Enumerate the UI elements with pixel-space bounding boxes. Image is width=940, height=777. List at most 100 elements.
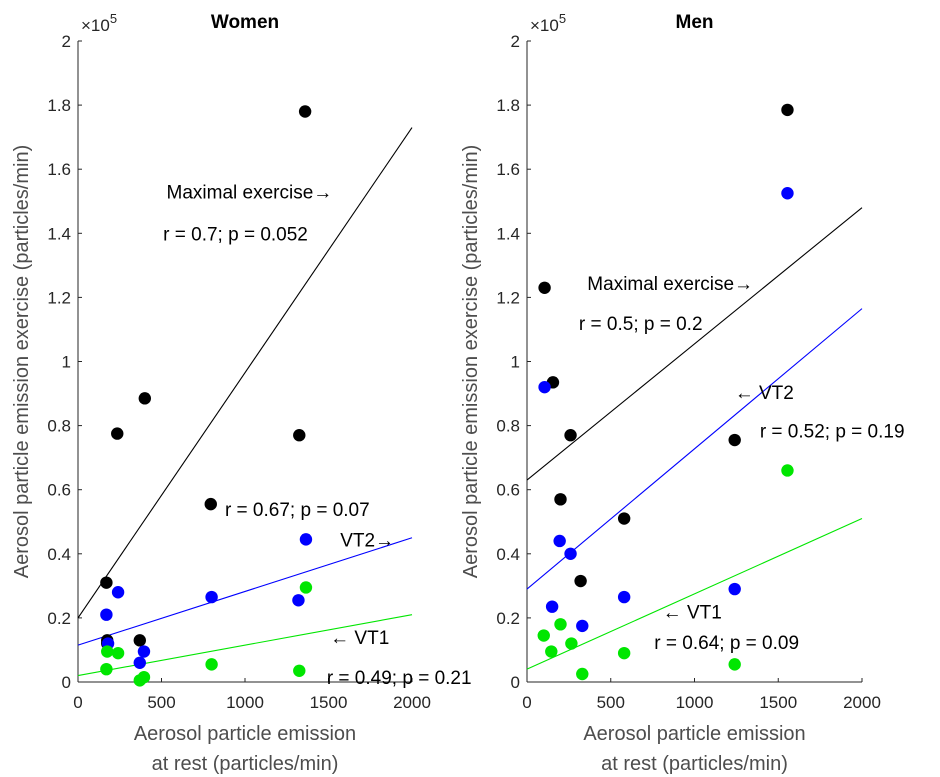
data-point (564, 429, 577, 442)
fit-line-0 (77, 127, 413, 619)
y-exponent-label: ×105 (530, 11, 566, 35)
x-tick-label: 1500 (310, 693, 348, 712)
y-axis-label: Aerosol particle emission exercise (part… (460, 145, 482, 578)
annotation: r = 0.5; p = 0.2 (579, 314, 703, 335)
x-tick-label: 2000 (393, 693, 431, 712)
x-axis-label: Aerosol particle emission (134, 723, 356, 745)
data-point (299, 533, 313, 546)
data-point (554, 618, 567, 631)
data-point (111, 586, 125, 599)
data-point (554, 493, 567, 506)
y-tick-label: 0.2 (47, 609, 71, 628)
annotation: r = 0.49; p = 0.21 (327, 668, 472, 689)
annotation: r = 0.7; p = 0.052 (163, 224, 308, 245)
y-tick-label: 0.4 (47, 545, 71, 564)
x-tick-label: 2000 (843, 693, 881, 712)
data-point (728, 433, 741, 447)
y-tick-label: 0.6 (47, 481, 71, 500)
data-point (293, 664, 306, 677)
data-point (553, 534, 566, 548)
data-point (545, 600, 559, 613)
y-tick-label: 0.2 (496, 609, 520, 628)
y-exponent-base: ×10 (81, 16, 110, 35)
x-axis-label: at rest (particles/min) (601, 753, 788, 775)
data-point (133, 634, 146, 647)
data-point (204, 497, 217, 511)
y-axis-label: Aerosol particle emission exercise (part… (11, 145, 33, 578)
panel-title: Women (211, 12, 279, 33)
y-tick-label: 1.2 (47, 288, 71, 307)
y-tick-label: 1.2 (496, 288, 520, 307)
y-tick-label: 0 (511, 673, 520, 692)
y-tick-label: 1.4 (47, 224, 71, 243)
data-point (111, 427, 124, 440)
data-point (205, 658, 218, 671)
annotation: ← VT2 (735, 383, 794, 404)
panel-title: Men (676, 12, 714, 33)
annotation: r = 0.67; p = 0.07 (225, 500, 370, 521)
data-point (100, 608, 113, 621)
data-point (781, 103, 794, 117)
data-point (728, 658, 741, 671)
x-tick-label: 1000 (676, 693, 714, 712)
data-point (137, 670, 151, 684)
data-point (538, 281, 551, 294)
annotation: ← VT1 (330, 628, 389, 649)
y-tick-label: 0.4 (496, 545, 520, 564)
fit-line-2 (77, 614, 413, 677)
data-point (111, 646, 125, 660)
data-point (537, 629, 550, 642)
data-point (576, 667, 589, 681)
data-point (617, 590, 631, 604)
data-point (781, 187, 794, 200)
data-point (101, 645, 114, 658)
y-tick-label: 1.6 (496, 160, 520, 179)
data-point (100, 576, 113, 589)
data-point (576, 619, 589, 633)
data-point (137, 645, 151, 658)
x-tick-label: 0 (522, 693, 531, 712)
data-point (299, 581, 313, 594)
data-point (100, 662, 113, 676)
x-tick-label: 500 (147, 693, 175, 712)
y-tick-label: 2 (511, 32, 520, 51)
y-exponent-label: ×105 (81, 11, 117, 35)
fit-line-1 (526, 308, 863, 590)
x-tick-label: 1500 (759, 693, 797, 712)
data-point (728, 582, 741, 596)
y-tick-label: 1.6 (47, 160, 71, 179)
data-point (574, 574, 587, 588)
y-exponent-power: 5 (559, 11, 566, 26)
data-point (565, 637, 578, 650)
annotation: Maximal exercise→ (587, 274, 753, 295)
annotation: r = 0.64; p = 0.09 (654, 633, 799, 654)
data-point (545, 645, 558, 658)
y-tick-label: 0.6 (496, 481, 520, 500)
data-point (292, 594, 305, 607)
annotation: Maximal exercise→ (167, 183, 333, 204)
annotation: r = 0.52; p = 0.19 (760, 421, 905, 442)
annotation: VT2→ (340, 530, 394, 551)
y-tick-label: 1.4 (496, 224, 520, 243)
data-point (781, 464, 794, 477)
data-point (538, 380, 551, 394)
x-axis-label: at rest (particles/min) (152, 753, 339, 775)
y-tick-label: 2 (62, 32, 71, 51)
data-point (138, 392, 151, 405)
data-point (564, 547, 577, 560)
y-tick-label: 1.8 (496, 96, 520, 115)
panel-0: 0 0.2 0.4 0.6 0.8 1 1.2 1.4 1.6 1.8 2 0 500 1000 1500 2… (11, 11, 472, 775)
data-point (298, 105, 312, 118)
data-point (617, 512, 631, 525)
y-tick-label: 1.8 (47, 96, 71, 115)
y-tick-label: 1 (62, 353, 71, 372)
data-point (293, 429, 306, 442)
x-axis-label: Aerosol particle emission (583, 723, 805, 745)
x-tick-label: 500 (597, 693, 625, 712)
data-point (133, 656, 146, 669)
y-tick-label: 0 (62, 673, 71, 692)
y-exponent-base: ×10 (530, 16, 559, 35)
y-tick-label: 0.8 (47, 417, 71, 436)
x-tick-label: 1000 (226, 693, 264, 712)
